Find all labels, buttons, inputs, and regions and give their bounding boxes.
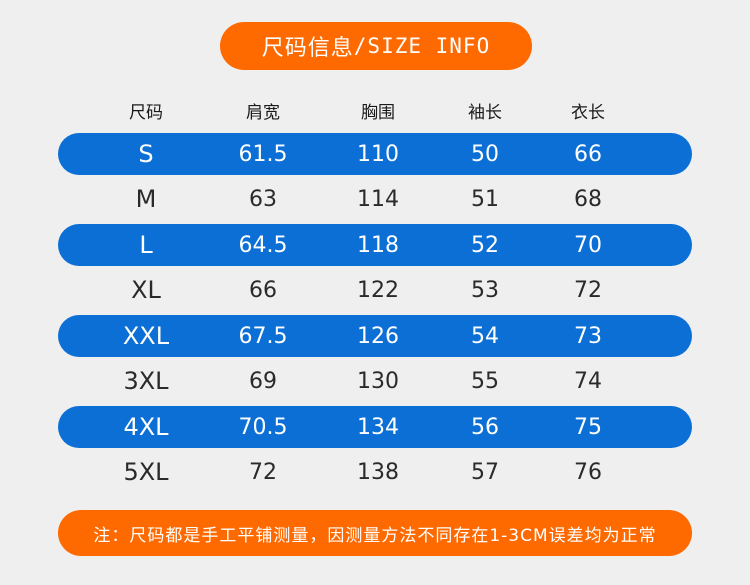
header-size: 尺码 [129,102,163,123]
note-text: 注：尺码都是手工平铺测量，因测量方法不同存在1-3CM误差均为正常 [93,525,657,546]
cell-sleeve: 56 [471,414,499,440]
cell-size: 3XL [123,367,169,395]
title-main: 尺码信息 [261,36,354,61]
cell-chest: 126 [357,323,399,349]
cell-shoulder: 66 [249,277,277,303]
cell-chest: 130 [357,368,399,394]
measurement-note: 注：尺码都是手工平铺测量，因测量方法不同存在1-3CM误差均为正常 [58,510,692,556]
header-shoulder: 肩宽 [246,102,280,123]
cell-sleeve: 51 [471,186,499,212]
cell-length: 76 [574,459,602,485]
table-row: S 61.5 110 50 66 [58,133,692,175]
cell-chest: 134 [357,414,399,440]
cell-size: S [138,140,154,168]
table-row: 4XL 70.5 134 56 75 [58,406,692,448]
cell-length: 72 [574,277,602,303]
cell-chest: 110 [357,141,399,167]
cell-shoulder: 64.5 [238,232,288,258]
cell-sleeve: 53 [471,277,499,303]
table-row: L 64.5 118 52 70 [58,224,692,266]
cell-length: 70 [574,232,602,258]
cell-length: 66 [574,141,602,167]
cell-size: 5XL [123,458,169,486]
cell-chest: 114 [357,186,399,212]
title-sub: /SIZE INFO [353,34,491,58]
cell-length: 75 [574,414,602,440]
cell-length: 68 [574,186,602,212]
cell-sleeve: 54 [471,323,499,349]
cell-size: L [139,231,153,259]
title-banner: 尺码信息/SIZE INFO [220,22,532,70]
cell-shoulder: 61.5 [238,141,288,167]
cell-shoulder: 67.5 [238,323,288,349]
table-row: 3XL 69 130 55 74 [58,360,692,402]
table-header: 尺码 肩宽 胸围 袖长 衣长 [58,95,692,125]
cell-length: 73 [574,323,602,349]
table-row: XXL 67.5 126 54 73 [58,315,692,357]
cell-shoulder: 70.5 [238,414,288,440]
cell-size: XL [131,276,161,304]
cell-size: 4XL [123,413,169,441]
cell-chest: 122 [357,277,399,303]
cell-chest: 118 [357,232,399,258]
cell-length: 74 [574,368,602,394]
cell-size: XXL [122,322,170,350]
cell-size: M [135,185,157,213]
header-length: 衣长 [571,102,605,123]
cell-shoulder: 63 [249,186,277,212]
table-row: 5XL 72 138 57 76 [58,451,692,493]
cell-chest: 138 [357,459,399,485]
table-row: M 63 114 51 68 [58,178,692,220]
cell-sleeve: 57 [471,459,499,485]
cell-sleeve: 50 [471,141,499,167]
table-row: XL 66 122 53 72 [58,269,692,311]
header-sleeve: 袖长 [468,102,502,123]
header-chest: 胸围 [361,102,395,123]
cell-sleeve: 52 [471,232,499,258]
cell-sleeve: 55 [471,368,499,394]
cell-shoulder: 72 [249,459,277,485]
cell-shoulder: 69 [249,368,277,394]
